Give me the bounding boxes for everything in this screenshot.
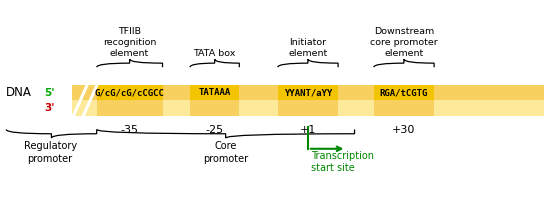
Bar xyxy=(278,100,338,116)
Text: 5': 5' xyxy=(44,88,54,98)
Bar xyxy=(97,86,163,100)
Text: TATAAA: TATAAA xyxy=(199,89,231,97)
Text: -25: -25 xyxy=(206,125,224,135)
Text: G/cG/cG/cCGCC: G/cG/cG/cCGCC xyxy=(95,89,164,97)
Bar xyxy=(190,86,239,100)
Text: 3': 3' xyxy=(44,103,54,113)
Text: +1: +1 xyxy=(300,125,316,135)
Bar xyxy=(278,86,338,100)
Text: YYANT/aYY: YYANT/aYY xyxy=(284,89,332,97)
Text: Regulatory
promoter: Regulatory promoter xyxy=(24,141,76,164)
Text: -35: -35 xyxy=(120,125,139,135)
Text: +30: +30 xyxy=(392,125,416,135)
Text: Downstream
core promoter
element: Downstream core promoter element xyxy=(370,27,438,58)
Bar xyxy=(374,86,434,100)
Text: Transcription
start site: Transcription start site xyxy=(311,151,373,173)
Bar xyxy=(72,86,544,100)
Text: DNA: DNA xyxy=(6,86,32,100)
Text: Core
promoter: Core promoter xyxy=(203,141,248,164)
Bar xyxy=(374,100,434,116)
Text: TATA box: TATA box xyxy=(194,49,236,58)
Bar xyxy=(97,100,163,116)
Text: Initiator
element: Initiator element xyxy=(288,38,328,58)
Text: TFIIB
recognition
element: TFIIB recognition element xyxy=(103,27,156,58)
Bar xyxy=(190,100,239,116)
Text: RGA/tCGTG: RGA/tCGTG xyxy=(379,89,428,97)
Bar xyxy=(72,100,544,116)
